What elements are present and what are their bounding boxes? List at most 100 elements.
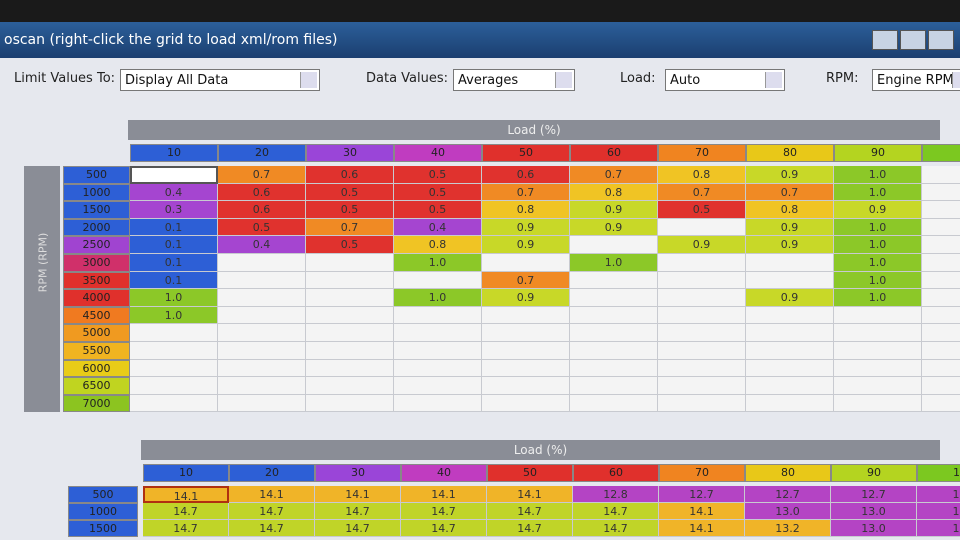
cell[interactable]: 13: [917, 520, 960, 537]
cell[interactable]: [394, 271, 482, 290]
cell[interactable]: [658, 394, 746, 413]
cell[interactable]: [746, 377, 834, 395]
cell[interactable]: [306, 254, 394, 272]
cell[interactable]: 1.0: [834, 271, 922, 290]
cell[interactable]: [746, 394, 834, 413]
cell[interactable]: 0.5: [306, 201, 394, 219]
cell[interactable]: [130, 324, 218, 342]
cell[interactable]: [306, 359, 394, 378]
cell[interactable]: [130, 394, 218, 413]
cell[interactable]: 12.7: [659, 486, 745, 503]
cell[interactable]: 0.7: [482, 271, 570, 290]
cell[interactable]: 0.7: [570, 166, 658, 184]
cell[interactable]: 14.7: [315, 520, 401, 537]
cell[interactable]: 0.8: [746, 201, 834, 219]
cell[interactable]: 1.0: [570, 254, 658, 272]
cell[interactable]: 14.7: [487, 503, 573, 520]
cell[interactable]: [922, 377, 960, 395]
cell[interactable]: 14.1: [229, 486, 315, 503]
cell[interactable]: 0.3: [130, 201, 218, 219]
window-buttons[interactable]: [872, 30, 954, 50]
cell[interactable]: 0.7: [746, 183, 834, 202]
cell[interactable]: [658, 254, 746, 272]
cell[interactable]: [658, 289, 746, 307]
cell[interactable]: [570, 394, 658, 413]
cell[interactable]: 14.7: [487, 520, 573, 537]
cell[interactable]: [658, 218, 746, 237]
cell[interactable]: [218, 254, 306, 272]
close[interactable]: [928, 30, 954, 50]
cell[interactable]: 0.7: [306, 218, 394, 237]
dropdown[interactable]: Auto: [665, 69, 785, 91]
cell[interactable]: [482, 254, 570, 272]
cell[interactable]: 0.1: [130, 218, 218, 237]
cell[interactable]: [922, 289, 960, 307]
cell[interactable]: 0.9: [746, 218, 834, 237]
cell[interactable]: [482, 377, 570, 395]
cell[interactable]: 1.0: [834, 289, 922, 307]
cell[interactable]: [394, 324, 482, 342]
cell[interactable]: 1.0: [834, 254, 922, 272]
cell[interactable]: [922, 324, 960, 342]
cell[interactable]: [922, 342, 960, 360]
cell[interactable]: [218, 289, 306, 307]
cell[interactable]: 12: [917, 486, 960, 503]
cell[interactable]: 0.9: [570, 218, 658, 237]
cell[interactable]: 0.6: [218, 183, 306, 202]
cell[interactable]: 0.5: [306, 183, 394, 202]
cell[interactable]: [658, 271, 746, 290]
cell[interactable]: [922, 183, 960, 202]
cell[interactable]: [306, 324, 394, 342]
cell[interactable]: [306, 377, 394, 395]
cell[interactable]: [570, 377, 658, 395]
cell[interactable]: 0.7: [218, 166, 306, 184]
cell[interactable]: [130, 377, 218, 395]
cell[interactable]: 13.0: [831, 503, 917, 520]
cell[interactable]: [746, 271, 834, 290]
cell[interactable]: 14.7: [401, 503, 487, 520]
cell[interactable]: [306, 342, 394, 360]
cell[interactable]: [834, 377, 922, 395]
cell[interactable]: [922, 394, 960, 413]
cell[interactable]: [922, 236, 960, 254]
cell[interactable]: 0.9: [658, 236, 746, 254]
cell[interactable]: [394, 359, 482, 378]
cell[interactable]: 13.0: [831, 520, 917, 537]
cell[interactable]: [218, 359, 306, 378]
cell[interactable]: 14.1: [401, 486, 487, 503]
cell[interactable]: [834, 324, 922, 342]
cell[interactable]: 0.6: [482, 166, 570, 184]
cell[interactable]: [922, 271, 960, 290]
cell[interactable]: 0.9: [746, 236, 834, 254]
cell[interactable]: [306, 289, 394, 307]
cell[interactable]: [746, 359, 834, 378]
cell[interactable]: 0.5: [218, 218, 306, 237]
cell[interactable]: 13.2: [745, 520, 831, 537]
cell[interactable]: [658, 377, 746, 395]
cell[interactable]: 13.0: [745, 503, 831, 520]
cell[interactable]: [570, 236, 658, 254]
cell[interactable]: 0.5: [394, 201, 482, 219]
cell[interactable]: [658, 306, 746, 325]
cell[interactable]: 0.9: [482, 218, 570, 237]
cell[interactable]: [130, 359, 218, 378]
cell[interactable]: [746, 254, 834, 272]
cell[interactable]: [394, 394, 482, 413]
cell[interactable]: [306, 306, 394, 325]
cell[interactable]: 0.6: [218, 201, 306, 219]
cell[interactable]: 0.9: [834, 201, 922, 219]
cell[interactable]: 14.7: [573, 503, 659, 520]
cell[interactable]: 0.4: [394, 218, 482, 237]
cell[interactable]: [570, 271, 658, 290]
cell[interactable]: [570, 306, 658, 325]
cell[interactable]: 13: [917, 503, 960, 520]
dropdown[interactable]: Averages: [453, 69, 575, 91]
cell[interactable]: 0.5: [394, 183, 482, 202]
cell[interactable]: 0.1: [130, 254, 218, 272]
cell[interactable]: 0.7: [482, 183, 570, 202]
cell[interactable]: 14.1: [315, 486, 401, 503]
cell[interactable]: [482, 359, 570, 378]
cell[interactable]: 0.8: [394, 236, 482, 254]
cell[interactable]: 1.0: [834, 183, 922, 202]
cell[interactable]: 12.7: [831, 486, 917, 503]
